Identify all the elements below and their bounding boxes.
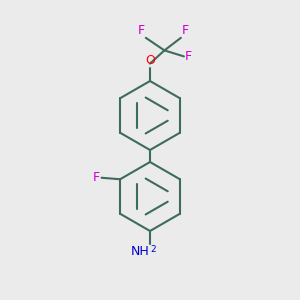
Text: F: F	[182, 24, 189, 37]
Text: F: F	[93, 171, 100, 184]
Text: 2: 2	[150, 245, 156, 254]
Text: NH: NH	[131, 245, 150, 258]
Text: O: O	[145, 54, 155, 67]
Text: F: F	[137, 24, 145, 37]
Text: F: F	[185, 50, 192, 63]
